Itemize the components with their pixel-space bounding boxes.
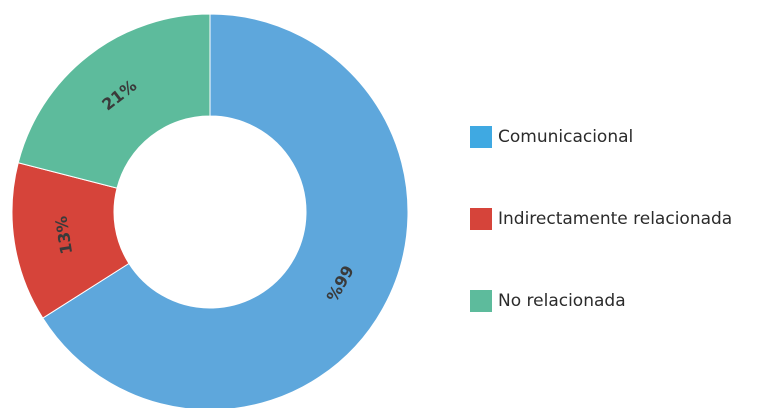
legend-swatch-indirectamente-relacionada (470, 208, 492, 230)
legend-item-indirectamente-relacionada: Indirectamente relacionada (470, 206, 732, 232)
legend-swatch-comunicacional (470, 126, 492, 148)
slice-no-relacionada (17, 13, 211, 189)
legend-label-indirectamente-relacionada: Indirectamente relacionada (498, 209, 733, 229)
legend-label-no-relacionada: No relacionada (498, 291, 626, 311)
slice-comunicacional (42, 13, 409, 408)
legend-item-comunicacional: Comunicacional (470, 124, 732, 150)
chart-legend: Comunicacional Indirectamente relacionad… (470, 124, 732, 314)
legend-label-comunicacional: Comunicacional (498, 127, 634, 147)
legend-swatch-no-relacionada (470, 290, 492, 312)
legend-item-no-relacionada: No relacionada (470, 288, 732, 314)
